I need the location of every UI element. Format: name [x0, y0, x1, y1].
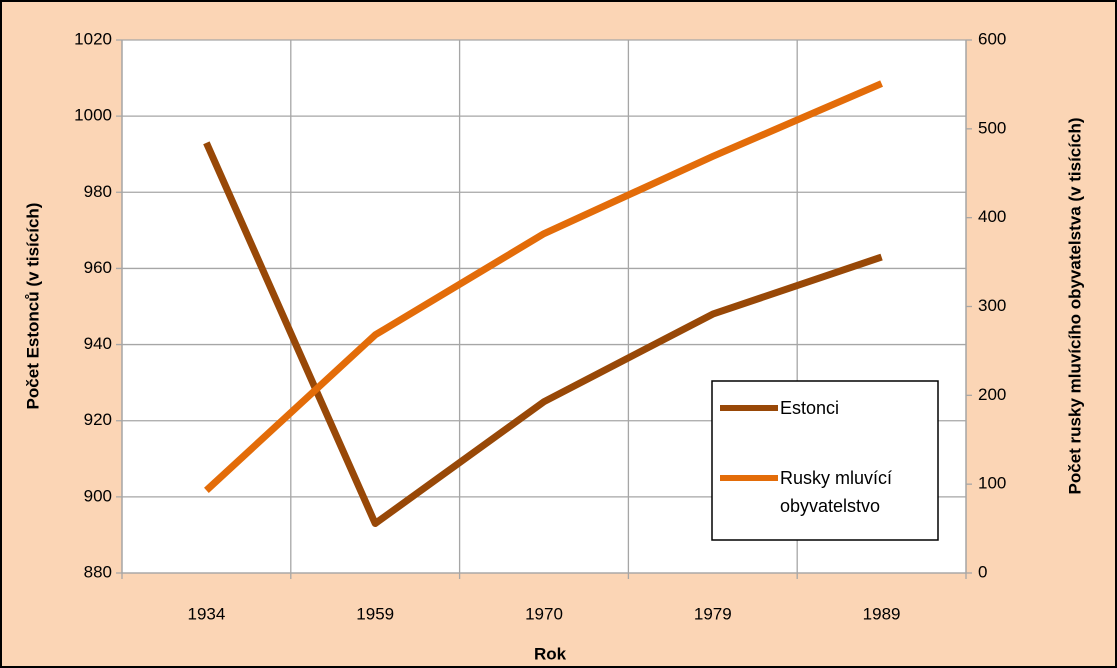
y-tick-label: 1020: [74, 29, 112, 48]
series-line: [204, 80, 883, 493]
y-tick-label: 920: [84, 410, 112, 429]
x-tick-label: 1959: [356, 604, 394, 623]
legend-label: Estonci: [780, 398, 840, 418]
y-tick-label: 940: [84, 334, 112, 353]
y2-tick-label: 100: [978, 474, 1006, 493]
y-tick-label: 1000: [74, 106, 112, 125]
x-axis-title: Rok: [534, 644, 567, 663]
x-tick-label: 1970: [525, 604, 563, 623]
y2-tick-label: 400: [978, 207, 1006, 226]
y2-tick-label: 200: [978, 385, 1006, 404]
x-tick-label: 1934: [187, 604, 225, 623]
y2-tick-label: 500: [978, 118, 1006, 137]
y-tick-label: 980: [84, 182, 112, 201]
y-axis-title: Počet Estonců (v tisících): [23, 203, 42, 410]
series-line: [203, 141, 883, 528]
legend-entry: Rusky mluvící obyvatelstvo: [780, 468, 893, 516]
x-tick-label: 1989: [863, 604, 901, 623]
y2-tick-label: 0: [978, 562, 987, 581]
legend-entry: Estonci: [780, 398, 840, 418]
y-tick-label: 960: [84, 258, 112, 277]
y2-tick-label: 300: [978, 296, 1006, 315]
legend-label: Rusky mluvící obyvatelstvo: [780, 468, 893, 516]
y2-tick-label: 600: [978, 29, 1006, 48]
y2-axis-title: Počet rusky mluvícího obyvatelstva (v ti…: [1065, 118, 1084, 495]
x-tick-label: 1979: [694, 604, 732, 623]
y-tick-label: 880: [84, 562, 112, 581]
y-tick-label: 900: [84, 486, 112, 505]
